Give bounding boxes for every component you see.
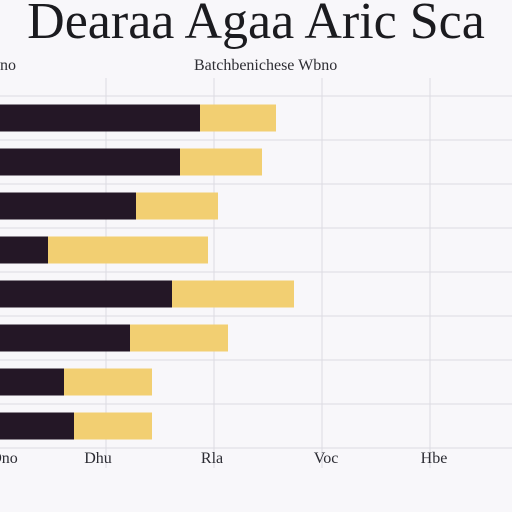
bar-series-2-row-1	[200, 104, 276, 132]
bar-series-1-row-3	[0, 192, 136, 220]
bar-layer	[0, 104, 294, 440]
bar-series-2-row-4	[48, 236, 208, 264]
x-tick-label-5: Hbe	[421, 450, 448, 467]
bar-series-1-row-4	[0, 236, 48, 264]
bar-series-1-row-1	[0, 104, 200, 132]
chart-subtitle: Batchbenichese Wbno	[194, 57, 337, 74]
legend-prefix: no	[0, 57, 16, 74]
x-tick-label-4: Voc	[314, 450, 339, 467]
bar-series-2-row-2	[180, 148, 262, 176]
bar-series-2-row-5	[172, 280, 294, 308]
x-tick-label-2: Dhu	[84, 450, 112, 467]
tick-layer: Dno Dhu Rla Voc Hbe	[0, 450, 447, 467]
grid-layer	[0, 78, 512, 468]
x-tick-label-3: Rla	[201, 450, 223, 467]
bar-series-1-row-5	[0, 280, 172, 308]
bar-series-2-row-6	[130, 324, 228, 352]
bar-series-2-row-8	[74, 412, 152, 440]
bar-series-1-row-2	[0, 148, 180, 176]
bar-series-2-row-7	[64, 368, 152, 396]
chart-title: Dearaa Agaa Aric Sca	[27, 0, 485, 50]
bar-series-1-row-8	[0, 412, 74, 440]
x-tick-label-1: Dno	[0, 450, 18, 467]
bar-series-2-row-3	[136, 192, 218, 220]
bar-series-1-row-7	[0, 368, 64, 396]
bar-series-1-row-6	[0, 324, 130, 352]
